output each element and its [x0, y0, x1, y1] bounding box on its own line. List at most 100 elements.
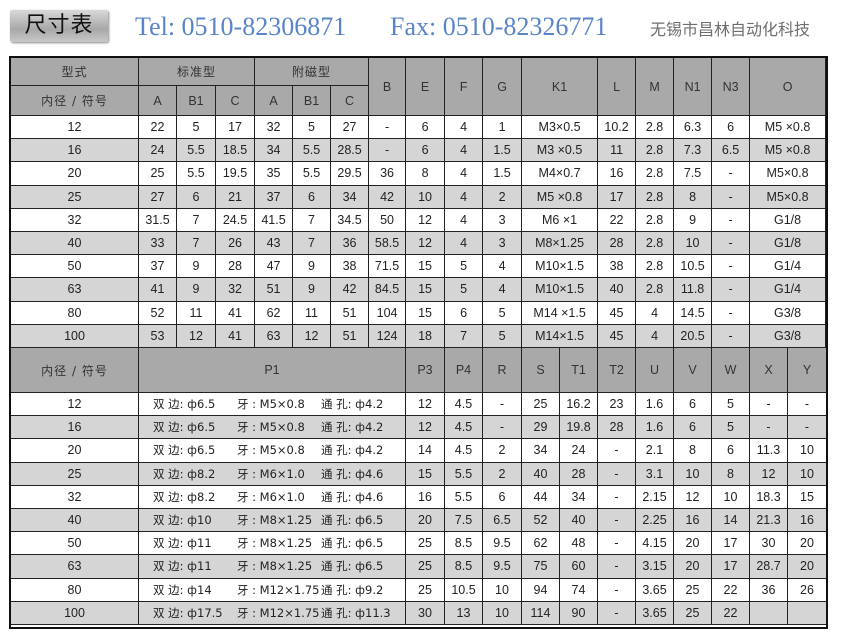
value-cell: 58.5 [368, 230, 407, 256]
table-row: 40 双 边: ф10 牙 : M8×1.25 通 孔: ф6.5 20 7.5 6.5 52… [10, 507, 827, 533]
value-cell: 8.5 [444, 531, 483, 556]
value-cell: 5 [176, 114, 216, 140]
value-cell: - [597, 600, 636, 625]
value-cell: 6 [292, 184, 332, 209]
table-row: 80 52 11 41 62 11 51 104 15 6 5 M14 ×1.5 45 4 14.5- G3/… [10, 300, 827, 325]
value-cell: 23 [597, 391, 636, 417]
p1-part: 牙 : M8×1.25 [237, 559, 313, 574]
value-cell: 5.5 [176, 161, 216, 186]
value-cell: 5 [292, 114, 332, 140]
value-cell: 2.8 [635, 277, 675, 302]
value-cell: G3/8 [749, 300, 827, 325]
value-cell: 2.15 [635, 484, 674, 509]
value-cell: 8 [711, 461, 750, 486]
bore-cell: 32 [10, 207, 139, 232]
value-cell: 2.25 [635, 507, 674, 533]
value-cell: 25 [673, 577, 712, 602]
value-cell: 28 [597, 415, 636, 440]
value-cell: 4 [482, 277, 523, 302]
value-cell: 10 [787, 438, 827, 463]
value-cell: 6 [444, 300, 484, 325]
value-cell: - [749, 415, 788, 440]
value-cell: 1.6 [635, 415, 674, 440]
value-cell: G1/4 [749, 277, 827, 302]
value-cell: M8×1.25 [521, 230, 599, 256]
value-cell: - [597, 484, 636, 509]
p1-cell: 双 边: ф8.2 牙 : M6×1.0 通 孔: ф4.6 [138, 461, 406, 486]
value-cell: 1.5 [482, 161, 523, 186]
value-cell: - [368, 138, 407, 163]
value-cell: 12 [405, 391, 445, 417]
value-cell: 74 [559, 577, 598, 602]
value-cell: 34 [521, 438, 560, 463]
value-cell: 15 [405, 254, 446, 279]
value-cell: 9 [292, 254, 332, 279]
table-row: 16 24 5.5 18.5 34 5.5 28.5-6 4 1.5 M3 ×0.5 11 2.8 7.… [10, 138, 827, 163]
value-cell: 28 [559, 461, 598, 486]
value-cell: - [597, 554, 636, 579]
p1-cell: 双 边: ф6.5 牙 : M5×0.8 通 孔: ф4.2 [138, 438, 406, 463]
value-cell: 5.5 [444, 461, 483, 486]
value-cell: 45 [597, 323, 637, 348]
table-row: 20 双 边: ф6.5 牙 : M5×0.8 通 孔: ф4.2 14 4.5 2 34 24… [10, 438, 827, 463]
value-cell: 5.5 [292, 138, 332, 163]
value-cell: 20.5 [673, 323, 713, 348]
value-cell: 14.5 [673, 300, 713, 325]
bore-cell: 40 [10, 507, 139, 533]
bore-cell: 40 [10, 230, 139, 256]
value-cell: 5 [711, 391, 750, 417]
col-header-mag-b1: B1 [292, 85, 332, 116]
value-cell: 3.1 [635, 461, 674, 486]
value-cell: 41 [214, 323, 256, 348]
value-cell: 2.8 [635, 254, 675, 279]
value-cell: 51 [330, 300, 370, 325]
value-cell: 11.8 [673, 277, 713, 302]
value-cell: - [711, 230, 751, 256]
bore-cell: 63 [10, 554, 139, 579]
p1-cell: 双 边: ф8.2 牙 : M6×1.0 通 孔: ф4.6 [138, 484, 406, 509]
value-cell: 10 [482, 577, 522, 602]
value-cell: 6 [405, 138, 446, 163]
value-cell: 51 [254, 277, 294, 302]
value-cell: 6 [673, 415, 712, 440]
value-cell: 16.2 [559, 391, 598, 417]
value-cell: - [787, 415, 827, 440]
value-cell: 41.5 [254, 207, 294, 232]
col-header-k1: K1 [521, 57, 599, 116]
p1-part: 双 边: ф6.5 [153, 443, 216, 458]
p1-part: 通 孔: ф4.6 [321, 466, 384, 481]
value-cell: 7 [292, 230, 332, 256]
value-cell: 17 [597, 184, 637, 209]
value-cell: 35 [254, 161, 294, 186]
value-cell: 14 [405, 438, 445, 463]
value-cell: 4.15 [635, 531, 674, 556]
p1-part: 通 孔: ф4.2 [321, 443, 384, 458]
bore-cell: 50 [10, 254, 139, 279]
value-cell: 6 [673, 391, 712, 417]
p1-cell: 双 边: ф11 牙 : M8×1.25 通 孔: ф6.5 [138, 531, 406, 556]
value-cell: 7.3 [673, 138, 713, 163]
value-cell: 11 [597, 138, 637, 163]
value-cell: 30 [405, 600, 445, 625]
value-cell: 18 [405, 323, 446, 348]
p1-cell: 双 边: ф6.5 牙 : M5×0.8 通 孔: ф4.2 [138, 415, 406, 440]
value-cell: 45 [597, 300, 637, 325]
value-cell: 4.5 [444, 438, 483, 463]
value-cell: - [597, 507, 636, 533]
col-header: P1 [138, 347, 406, 393]
value-cell: 30 [749, 531, 788, 556]
value-cell: 29.5 [330, 161, 370, 186]
value-cell: 20 [787, 531, 827, 556]
value-cell: 10 [673, 461, 712, 486]
value-cell: 4 [482, 254, 523, 279]
value-cell: 47 [254, 254, 294, 279]
p1-part: 双 边: ф6.5 [153, 397, 216, 412]
table-row: 32 双 边: ф8.2 牙 : M6×1.0 通 孔: ф4.6 16 5.5 6 44 34… [10, 484, 827, 509]
value-cell: 12 [673, 484, 712, 509]
value-cell: 2.8 [635, 138, 675, 163]
value-cell: 4 [635, 323, 675, 348]
value-cell: 10 [787, 461, 827, 486]
value-cell: 5 [444, 254, 484, 279]
value-cell: 60 [559, 554, 598, 579]
bore-cell: 25 [10, 461, 139, 486]
